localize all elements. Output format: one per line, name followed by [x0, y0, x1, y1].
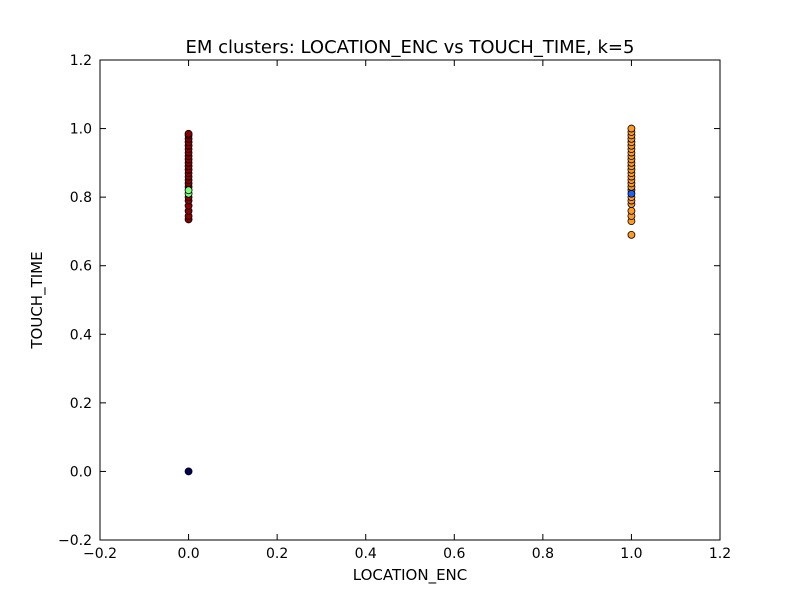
scatter-point [184, 467, 193, 476]
x-axis-label: LOCATION_ENC [353, 566, 468, 585]
x-tick-label: 0.2 [266, 546, 288, 562]
x-tick-label: 0.6 [443, 546, 465, 562]
y-tick-label: −0.2 [58, 533, 92, 549]
x-tick-label: 0.4 [355, 546, 377, 562]
x-tick-label: 0.0 [177, 546, 199, 562]
plot-area [100, 60, 720, 540]
y-tick-label: 0.8 [70, 190, 92, 206]
scatter-point [627, 206, 636, 215]
y-tick-label: 1.2 [70, 53, 92, 69]
y-tick-label: 0.4 [70, 327, 92, 343]
scatter-point [627, 124, 636, 133]
chart-title: EM clusters: LOCATION_ENC vs TOUCH_TIME,… [186, 37, 635, 58]
scatter-point [627, 230, 636, 239]
x-tick-label: 1.2 [709, 546, 731, 562]
plot-frame [99, 59, 721, 541]
y-axis-label: TOUCH_TIME [28, 251, 47, 349]
y-tick-label: 1.0 [70, 122, 92, 138]
scatter-point [184, 129, 193, 138]
y-tick-label: 0.2 [70, 396, 92, 412]
scatter-point [627, 189, 636, 198]
points-layer [184, 124, 636, 476]
scatter-point [184, 186, 193, 195]
x-tick-label: −0.2 [83, 546, 117, 562]
y-tick-label: 0.6 [70, 259, 92, 275]
x-tick-label: 1.0 [620, 546, 642, 562]
ticks-layer: −0.2 0.0 0.2 0.4 0.6 0.8 1.0 1.2 −0.2 0.0 0.2 0.4 0.… [58, 53, 731, 562]
x-tick-label: 0.8 [532, 546, 554, 562]
y-tick-label: 0.0 [70, 464, 92, 480]
